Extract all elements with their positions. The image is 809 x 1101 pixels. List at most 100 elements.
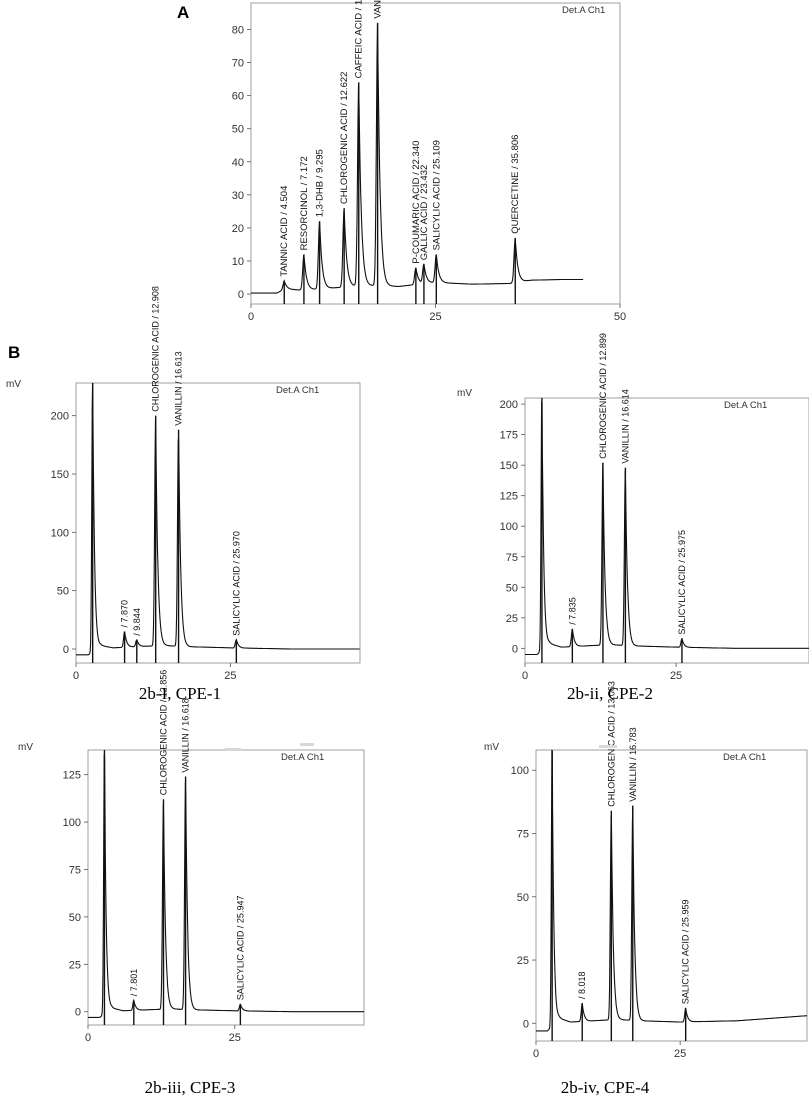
y-tick-label: 0 [523, 1018, 529, 1030]
y-tick-label: 10 [232, 256, 244, 268]
peak-label: SALICYLIC ACID / 25.970 [231, 531, 241, 636]
y-tick-label: 25 [69, 959, 81, 971]
y-tick-label: 100 [63, 817, 81, 829]
y-axis-unit: mV [6, 379, 21, 390]
y-tick-label: 50 [232, 124, 244, 136]
chromatogram-2b-iii: Det.A Ch1 mV 0 25 50 75 100 125 0 25 / 7.801 CHLORO… [18, 670, 365, 1044]
peak-label: SALICYLIC ACID / 25.975 [677, 530, 687, 635]
y-tick-label: 40 [232, 157, 244, 169]
detector-label: Det.A Ch1 [562, 5, 605, 16]
caption-2b-iv: 2b-iv, CPE-4 [560, 1078, 650, 1097]
x-tick-label: 0 [73, 670, 79, 682]
peak-label: / 7.835 [567, 597, 577, 625]
chromatogram-2b-iv: Det.A Ch1 mV 0 25 50 75 100 0 25 / 8.018 CHLOROGEN… [484, 681, 808, 1060]
y-tick-label: 50 [506, 582, 518, 594]
y-tick-label: 150 [500, 460, 518, 472]
chromatogram-a: Det.A Ch1 0 10 20 30 40 50 60 70 80 0 25 50 TANNIC AC… [232, 0, 626, 323]
peak-label: VANILLIN / 17.156 [373, 0, 384, 19]
x-tick-label: 25 [670, 670, 682, 682]
caption-2b-iii: 2b-iii, CPE-3 [144, 1078, 236, 1097]
y-tick-label: 100 [500, 521, 518, 533]
peak-label: / 7.801 [129, 969, 139, 997]
peak-label: CHLOROGENIC ACID / 12.908 [151, 286, 161, 412]
y-tick-label: 0 [238, 289, 244, 301]
chromatogram-2b-ii: Det.A Ch1 mV 0 25 50 75 100 125 150 175 200 0 25 / 7.… [457, 333, 809, 682]
y-axis-unit: mV [18, 742, 33, 753]
y-tick-label: 75 [69, 864, 81, 876]
peak-label: P-COUMARIC ACID / 22.340 [411, 141, 422, 264]
y-tick-label: 20 [232, 223, 244, 235]
y-tick-label: 50 [517, 892, 529, 904]
scan-mark [599, 745, 617, 748]
caption-2b-ii: 2b-ii, CPE-2 [567, 684, 653, 703]
peak-label: CHLOROGENIC ACID / 12.622 [339, 72, 350, 205]
detector-label: Det.A Ch1 [724, 400, 767, 411]
plot-frame [524, 397, 809, 664]
peak-label: 1,3-DHB / 9.295 [315, 149, 326, 217]
x-tick-label: 0 [248, 311, 254, 323]
peak-label: QUERCETINE / 35.806 [510, 135, 521, 234]
y-axis-unit: mV [457, 388, 472, 399]
peak-label: SALICYLIC ACID / 25.947 [235, 896, 245, 1001]
chromatogram-trace [536, 749, 807, 1032]
peak-label: / 9.844 [132, 608, 142, 636]
peak-label: VANILLIN / 16.614 [620, 389, 630, 463]
x-tick-label: 25 [674, 1048, 686, 1060]
x-tick-label: 0 [522, 670, 528, 682]
peak-label: VANILLIN / 16.783 [628, 727, 638, 801]
x-tick-label: 50 [614, 311, 626, 323]
peak-label: CAFFEIC ACID / 14.600 [354, 0, 365, 78]
x-tick-label: 0 [85, 1032, 91, 1044]
x-tick-label: 25 [224, 670, 236, 682]
peak-label: CHLOROGENIC ACID / 12.899 [598, 333, 608, 459]
peak-label: SALICYLIC ACID / 25.959 [681, 900, 691, 1005]
panel-a-letter: A [177, 3, 190, 22]
plot-frame [535, 749, 808, 1042]
y-tick-label: 100 [51, 527, 69, 539]
peak-label: TANNIC ACID / 4.504 [279, 186, 290, 277]
caption-2b-i: 2b-I, CPE-1 [138, 684, 222, 703]
x-tick-label: 25 [429, 311, 441, 323]
chromatogram-2b-i: Det.A Ch1 mV 0 50 100 150 200 0 25 / 7.870/ 9.844… [6, 286, 361, 682]
detector-label: Det.A Ch1 [723, 752, 766, 763]
y-tick-label: 60 [232, 91, 244, 103]
y-tick-label: 30 [232, 190, 244, 202]
peak-label: RESORCINOL / 7.172 [299, 156, 310, 250]
peak-label: / 8.018 [577, 971, 587, 999]
y-tick-label: 200 [51, 411, 69, 423]
peak-label: CHLOROGENIC ACID / 12.856 [159, 670, 169, 796]
detector-label: Det.A Ch1 [281, 752, 324, 763]
peak-label: VANILLIN / 16.618 [181, 698, 191, 772]
y-tick-label: 50 [69, 912, 81, 924]
plot-frame [75, 382, 361, 664]
chromatogram-trace [251, 23, 584, 294]
y-tick-label: 125 [63, 770, 81, 782]
peak-label: SALICYLIC ACID / 25.109 [431, 140, 442, 250]
y-tick-label: 50 [57, 586, 69, 598]
y-tick-label: 75 [517, 829, 529, 841]
detector-label: Det.A Ch1 [276, 385, 319, 396]
y-tick-label: 200 [500, 399, 518, 411]
y-tick-label: 125 [500, 491, 518, 503]
y-tick-label: 70 [232, 58, 244, 70]
y-tick-label: 25 [517, 955, 529, 967]
x-tick-label: 25 [229, 1032, 241, 1044]
peak-label: GALLIC ACID / 23.432 [419, 165, 430, 261]
peak-label: CHLOROGENIC ACID / 13.063 [606, 681, 616, 807]
peak-label: VANILLIN / 16.613 [174, 351, 184, 425]
y-tick-label: 175 [500, 430, 518, 442]
y-tick-label: 80 [232, 24, 244, 36]
y-tick-label: 25 [506, 613, 518, 625]
chromatogram-trace [76, 382, 360, 656]
peak-label: / 7.870 [120, 600, 130, 628]
y-tick-label: 0 [75, 1007, 81, 1019]
scan-mark [225, 748, 241, 751]
y-tick-label: 0 [512, 643, 518, 655]
y-tick-label: 150 [51, 469, 69, 481]
y-tick-label: 0 [63, 644, 69, 656]
y-axis-unit: mV [484, 742, 499, 753]
panel-b-letter: B [8, 343, 21, 362]
x-tick-label: 0 [533, 1048, 539, 1060]
y-tick-label: 75 [506, 552, 518, 564]
y-tick-label: 100 [511, 765, 529, 777]
